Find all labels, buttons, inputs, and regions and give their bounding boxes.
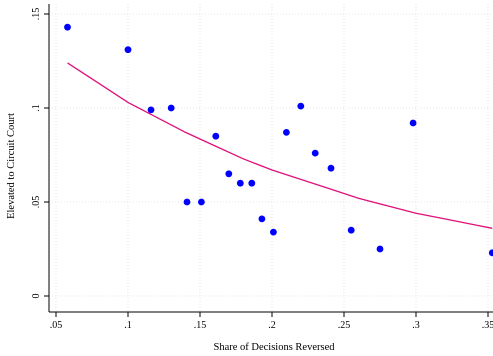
fit-curve-layer: [67, 62, 493, 229]
data-point: [167, 104, 175, 112]
data-point: [376, 245, 384, 253]
data-point: [297, 102, 305, 110]
x-axis-title: Share of Decisions Reversed: [213, 342, 335, 353]
x-tick-label: .35: [482, 320, 493, 331]
y-tick-label: .1: [31, 104, 42, 112]
data-point: [225, 170, 233, 178]
data-point: [270, 228, 277, 236]
x-tick-label: .2: [268, 320, 276, 331]
x-tick-label: .1: [124, 320, 132, 331]
x-tick-label: .15: [194, 320, 207, 331]
x-tick-label: .25: [338, 320, 351, 331]
data-point: [347, 226, 355, 234]
data-point: [147, 106, 155, 114]
data-point: [327, 164, 335, 172]
y-ticks: 0 .05 .1 .15: [31, 8, 49, 299]
data-point: [212, 132, 220, 140]
data-point: [258, 215, 266, 223]
data-point: [283, 129, 290, 136]
y-tick-label: .15: [31, 8, 42, 21]
fit-curve: [67, 62, 493, 229]
scatter-points: [64, 23, 493, 257]
data-point: [248, 179, 256, 187]
y-tick-label: 0: [31, 294, 42, 299]
x-tick-label: .3: [412, 320, 420, 331]
y-axis-title: Elevated to Circuit Court: [6, 113, 17, 219]
data-point: [409, 119, 417, 127]
data-point: [236, 179, 244, 187]
data-point: [311, 149, 319, 157]
y-tick-label: .05: [31, 196, 42, 209]
axes: [48, 4, 493, 313]
x-ticks: .05 .1 .15 .2 .25 .3 .35: [50, 312, 493, 331]
data-point: [488, 249, 493, 257]
data-point: [183, 198, 191, 206]
grid-lines: [49, 4, 493, 312]
data-point: [124, 46, 132, 54]
data-point: [198, 198, 205, 206]
data-point: [64, 23, 71, 31]
x-tick-label: .05: [50, 320, 63, 331]
